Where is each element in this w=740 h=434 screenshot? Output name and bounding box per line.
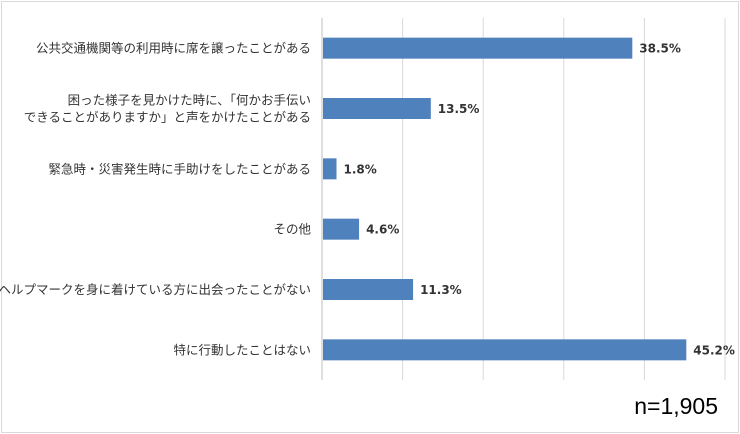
data-label: 11.3% <box>420 283 462 297</box>
data-label: 4.6% <box>366 223 399 237</box>
data-label: 38.5% <box>639 42 681 56</box>
bar <box>323 98 431 119</box>
category-label: 困った様子を見かけた時に、「何かお手伝いできることがありますか」と声をかけたこと… <box>24 93 311 125</box>
sample-size-label: n=1,905 <box>634 393 718 419</box>
data-label: 45.2% <box>693 343 735 357</box>
category-label: 公共交通機関等の利用時に席を譲ったことがある <box>36 41 311 56</box>
data-label: 1.8% <box>344 162 377 176</box>
bar <box>323 339 687 361</box>
bar <box>323 279 414 300</box>
category-label: その他 <box>273 222 311 237</box>
bar <box>323 37 633 59</box>
category-label: 緊急時・災害発生時に手助けをしたことがある <box>48 161 311 176</box>
bar <box>323 158 337 180</box>
category-label: 特に行動したことはない <box>173 342 311 357</box>
category-label: ヘルプマークを身に着けている方に出会ったことがない <box>0 282 311 297</box>
bar <box>323 218 360 240</box>
data-label: 13.5% <box>438 102 480 116</box>
